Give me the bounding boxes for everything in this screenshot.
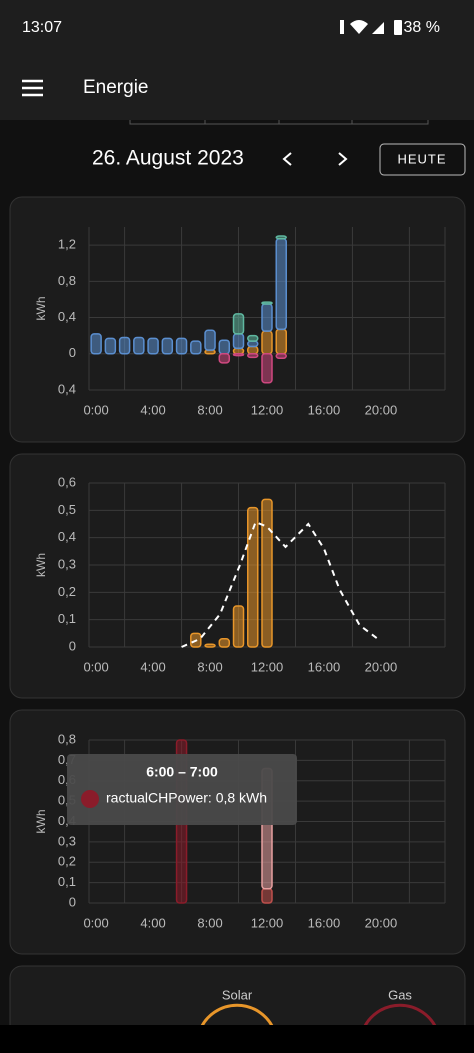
bar	[247, 340, 259, 348]
y-tick-label: 0,1	[58, 874, 76, 889]
y-tick-label: 0,2	[58, 854, 76, 869]
bar	[232, 605, 245, 648]
bar	[204, 329, 216, 351]
prev-button[interactable]	[282, 152, 292, 166]
bar	[232, 353, 245, 357]
tooltip-label: ractualCHPower: 0,8 kWh	[106, 790, 267, 806]
x-tick-label: 0:00	[83, 402, 108, 417]
bar	[261, 887, 273, 904]
app-title: Energie	[83, 77, 149, 98]
y-tick-label: 0,4	[58, 381, 76, 396]
y-tick-label: 0,5	[58, 502, 76, 517]
bar	[161, 337, 174, 355]
x-tick-label: 12:00	[251, 402, 284, 417]
y-tick-label: 1,2	[58, 237, 76, 252]
y-tick-label: 0,1	[58, 611, 76, 626]
top-bar-bg	[0, 0, 474, 120]
menu-icon[interactable]	[22, 79, 43, 97]
gauge-label: Solar	[222, 987, 253, 1002]
bar	[147, 337, 159, 355]
bar	[175, 337, 188, 355]
bar	[275, 328, 287, 355]
y-tick-label: 0,8	[58, 273, 76, 288]
forecast-line	[181, 520, 381, 648]
bar	[232, 313, 245, 335]
today-button[interactable]	[379, 143, 466, 176]
y-axis-label: kWh	[34, 810, 48, 834]
bar	[247, 345, 259, 355]
x-tick-label: 0:00	[83, 659, 108, 674]
y-tick-label: 0	[69, 638, 76, 653]
bar	[247, 334, 259, 342]
y-axis-label: kWh	[34, 553, 48, 577]
status-time: 13:07	[22, 19, 62, 36]
card	[9, 453, 466, 699]
x-tick-label: 12:00	[251, 915, 284, 930]
bar	[247, 353, 259, 359]
nav-bar	[0, 1025, 474, 1053]
status-icons	[340, 20, 402, 35]
tooltip: 6:00 – 7:00 ractualCHPower: 0,8 kWh	[67, 754, 297, 825]
bar	[104, 337, 117, 355]
y-tick-label: 0	[69, 894, 76, 909]
x-tick-label: 12:00	[251, 659, 284, 674]
gauge	[361, 1003, 439, 1031]
x-tick-label: 0:00	[83, 915, 108, 930]
x-tick-label: 8:00	[197, 915, 222, 930]
bar	[204, 643, 216, 648]
x-tick-label: 4:00	[140, 915, 165, 930]
tab-edge	[129, 120, 429, 125]
status-battery: 38 %	[404, 19, 440, 36]
bar	[218, 339, 231, 355]
tooltip-bg	[67, 754, 297, 825]
y-tick-label: 0	[69, 345, 76, 360]
bar	[261, 353, 273, 384]
tooltip-title: 6:00 – 7:00	[146, 764, 218, 780]
y-tick-label: 0,6	[58, 474, 76, 489]
x-tick-label: 16:00	[308, 915, 341, 930]
next-button[interactable]	[338, 152, 348, 166]
y-tick-label: 0,3	[58, 833, 76, 848]
x-tick-label: 20:00	[365, 659, 398, 674]
bar	[232, 347, 245, 355]
x-tick-label: 8:00	[197, 402, 222, 417]
bar	[261, 498, 273, 648]
bar	[190, 340, 202, 355]
x-tick-label: 4:00	[140, 402, 165, 417]
bar	[275, 353, 287, 360]
bar	[218, 638, 231, 648]
bar	[218, 353, 231, 364]
bar	[261, 301, 273, 305]
x-tick-label: 20:00	[365, 402, 398, 417]
bar	[275, 235, 287, 240]
y-tick-label: 0,4	[58, 309, 76, 324]
x-tick-label: 16:00	[308, 402, 341, 417]
x-tick-label: 20:00	[365, 915, 398, 930]
y-tick-label: 0,8	[58, 731, 76, 746]
bar	[118, 336, 131, 355]
bar	[90, 333, 102, 355]
bar	[275, 238, 287, 331]
bar	[232, 333, 245, 350]
y-axis-label: kWh	[34, 297, 48, 321]
date: 26. August 2023	[92, 147, 244, 170]
gauge-label: Gas	[388, 987, 412, 1002]
gauge	[198, 1003, 276, 1031]
bar	[133, 336, 145, 355]
y-tick-label: 0,3	[58, 556, 76, 571]
x-tick-label: 4:00	[140, 659, 165, 674]
bar	[261, 303, 273, 332]
bar	[261, 330, 273, 355]
tooltip-swatch	[81, 790, 99, 808]
x-tick-label: 16:00	[308, 659, 341, 674]
bar	[247, 506, 259, 648]
y-tick-label: 0,2	[58, 584, 76, 599]
x-tick-label: 8:00	[197, 659, 222, 674]
y-tick-label: 0,4	[58, 529, 76, 544]
today-label: HEUTE	[397, 151, 446, 166]
